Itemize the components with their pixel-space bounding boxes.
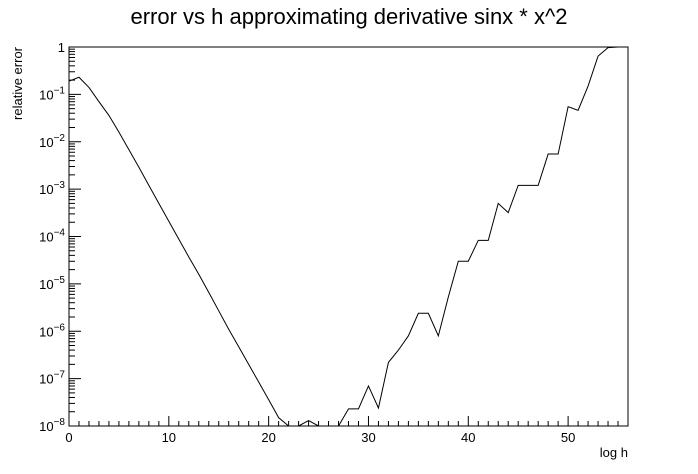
series-line-relative-error	[68, 46, 628, 427]
y-tick-label: 10−3	[39, 180, 65, 197]
x-tick-label: 10	[162, 430, 176, 445]
y-tick-label: 10−5	[39, 275, 65, 292]
x-tick-label: 30	[361, 430, 375, 445]
x-tick-label: 20	[261, 430, 275, 445]
y-tick-label: 10−2	[39, 133, 65, 150]
y-tick-label: 10−4	[39, 228, 65, 245]
y-axis-ticks: 1 10−1 10−2 10−3 10−4 10−5 10−6 10−7 10−8	[39, 40, 81, 434]
x-tick-label: 50	[561, 430, 575, 445]
x-tick-label: 40	[461, 430, 475, 445]
chart-title: error vs h approximating derivative sinx…	[130, 4, 568, 29]
y-axis-title: relative error	[10, 46, 25, 120]
x-axis-title: log h	[600, 445, 628, 460]
x-tick-label: 0	[65, 430, 72, 445]
x-axis-ticks: 0 10 20 30 40 50	[65, 416, 629, 445]
y-tick-label: 10−1	[39, 85, 65, 102]
y-tick-label: 10−6	[39, 322, 65, 339]
y-tick-label: 10−7	[39, 370, 65, 387]
y-tick-label: 10−8	[39, 417, 65, 434]
y-tick-label: 1	[58, 40, 65, 55]
plot-frame	[68, 46, 629, 427]
